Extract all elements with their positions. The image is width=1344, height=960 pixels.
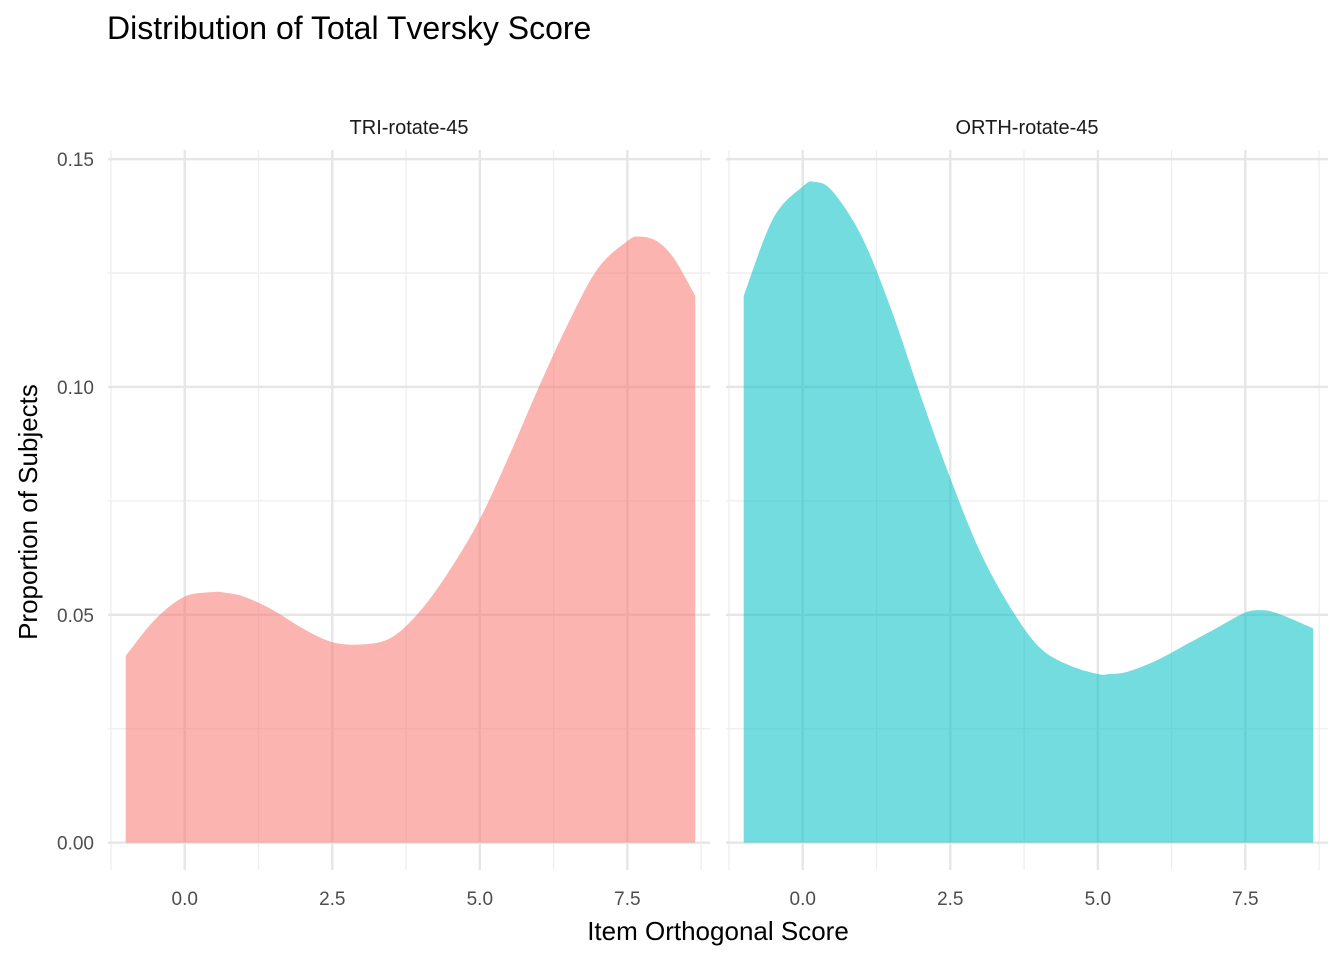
x-tick-label: 0.0 xyxy=(172,889,198,910)
y-tick-label: 0.10 xyxy=(57,378,94,399)
x-tick-label: 2.5 xyxy=(937,889,963,910)
x-tick-label: 2.5 xyxy=(319,889,345,910)
y-tick-label: 0.05 xyxy=(57,606,94,627)
panel-orth-rotate-45: 0.0 2.5 5.0 7.5 xyxy=(726,150,1328,910)
panel-strip-label-tri: TRI-rotate-45 xyxy=(350,117,469,139)
x-tick-label: 7.5 xyxy=(614,889,640,910)
y-axis-title: Proportion of Subjects xyxy=(13,384,43,640)
x-tick-label: 5.0 xyxy=(1085,889,1111,910)
x-tick-label: 5.0 xyxy=(467,889,493,910)
density-area xyxy=(125,236,696,843)
x-tick-label: 0.0 xyxy=(790,889,816,910)
x-tick-label: 7.5 xyxy=(1232,889,1258,910)
x-axis-title: Item Orthogonal Score xyxy=(587,916,849,946)
panel-tri-rotate-45: 0.0 2.5 5.0 7.5 xyxy=(108,150,710,910)
chart-title: Distribution of Total Tversky Score xyxy=(107,10,591,46)
y-tick-label: 0.00 xyxy=(57,834,94,855)
density-area xyxy=(743,181,1314,843)
y-tick-label: 0.15 xyxy=(57,150,94,171)
y-axis-ticks: 0.00 0.05 0.10 0.15 xyxy=(57,150,94,855)
panel-strip-label-orth: ORTH-rotate-45 xyxy=(955,117,1098,139)
